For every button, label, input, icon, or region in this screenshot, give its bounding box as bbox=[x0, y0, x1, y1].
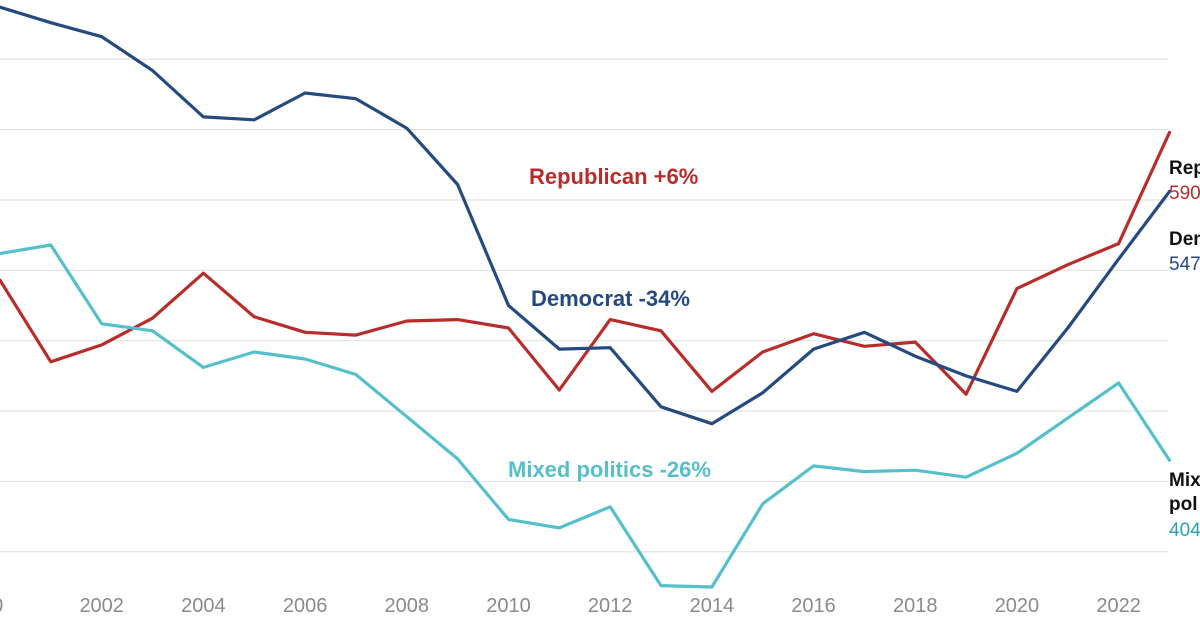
gridlines bbox=[0, 58, 1168, 553]
annotation-mixed-politics: Mixed politics -26% bbox=[508, 457, 711, 482]
end-label-democrat-name: Dem bbox=[1169, 229, 1200, 250]
x-tick-label-2006: 2006 bbox=[283, 595, 328, 617]
x-tick-label-2016: 2016 bbox=[791, 595, 836, 617]
annotation-democrat: Democrat -34% bbox=[531, 286, 690, 311]
x-tick-label-2014: 2014 bbox=[690, 595, 735, 617]
series-lines bbox=[0, 5, 1172, 589]
x-tick-label-2004: 2004 bbox=[181, 595, 226, 617]
end-label-mixed-name-line2: pol bbox=[1169, 494, 1198, 515]
end-label-mixed-name: Mix bbox=[1169, 470, 1200, 491]
series-line-democrat bbox=[0, 5, 1172, 426]
end-label-democrat-value: 547 bbox=[1169, 254, 1200, 275]
annotation-republican: Republican +6% bbox=[529, 164, 698, 189]
x-axis-tick-labels: 2000 2002 2004 2006 2008 2010 2012 2014 2016 2018… bbox=[0, 595, 1141, 617]
end-label-republican-value: 590 bbox=[1169, 183, 1200, 204]
end-label-republican-name: Rep bbox=[1169, 158, 1200, 179]
x-tick-label-2010: 2010 bbox=[486, 595, 531, 617]
x-tick-label-2018: 2018 bbox=[893, 595, 938, 617]
x-tick-label-2008: 2008 bbox=[385, 595, 430, 617]
series-line-mixed bbox=[0, 243, 1172, 589]
x-tick-label-2002: 2002 bbox=[79, 595, 124, 617]
x-tick-label-2020: 2020 bbox=[995, 595, 1040, 617]
x-tick-label-2000: 2000 bbox=[0, 595, 3, 617]
series-line-republican bbox=[0, 130, 1172, 396]
x-tick-label-2022: 2022 bbox=[1096, 595, 1141, 617]
x-tick-label-2012: 2012 bbox=[588, 595, 633, 617]
end-label-mixed-value: 404 bbox=[1169, 520, 1200, 541]
